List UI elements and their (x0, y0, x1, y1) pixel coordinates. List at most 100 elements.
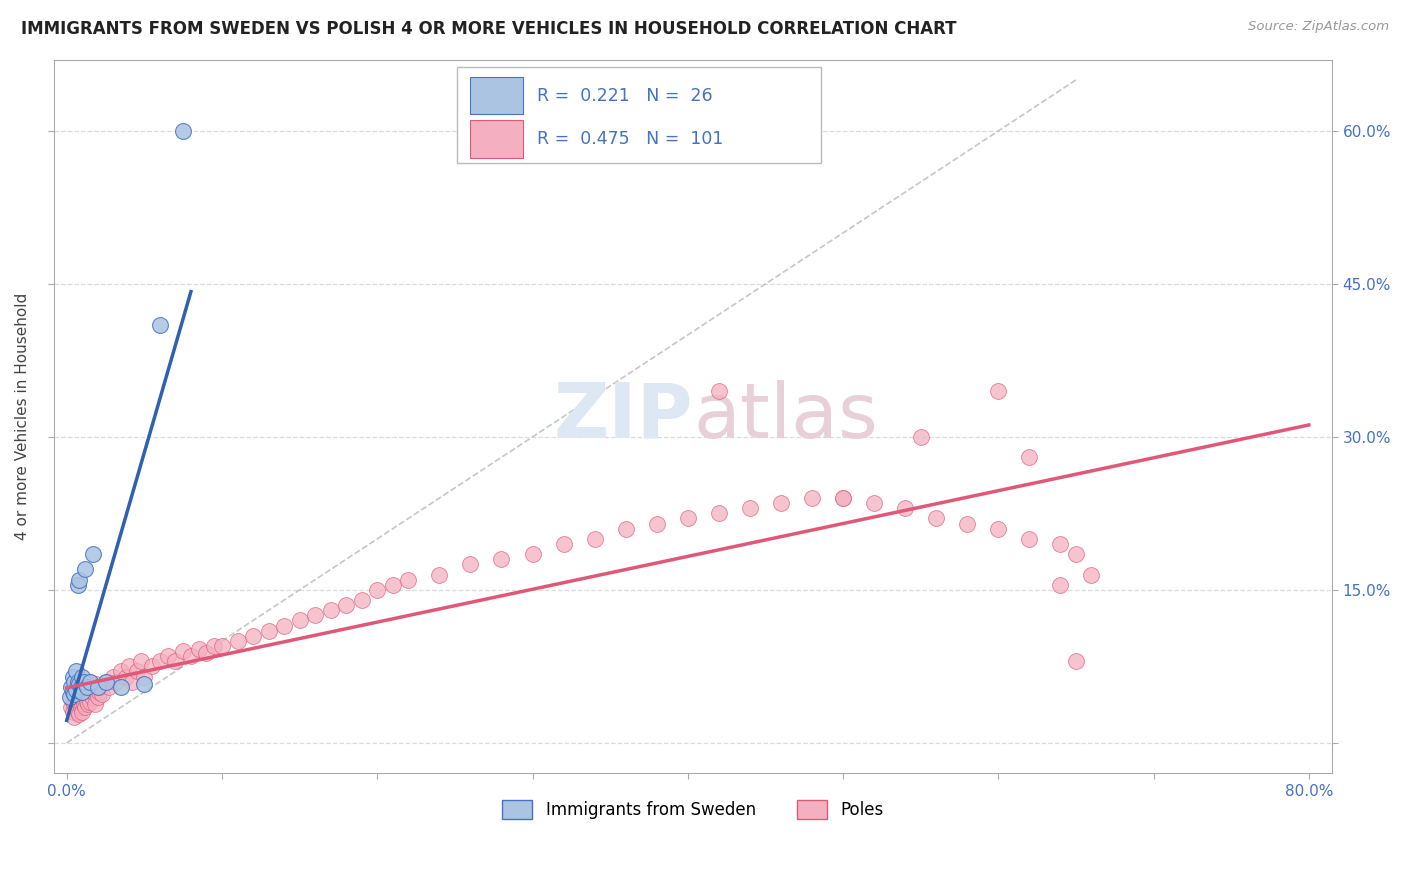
Point (63, 697, 86, 711)
Point (94, 674, 117, 689)
Point (65, 685, 87, 699)
Point (63, 710, 86, 724)
Point (676, 511, 699, 525)
Point (83, 697, 105, 711)
Point (956, 516, 979, 531)
Point (79, 674, 101, 689)
Point (134, 676, 156, 690)
Point (707, 507, 730, 521)
Point (172, 644, 194, 658)
Point (66, 697, 89, 711)
Point (103, 669, 125, 683)
Point (187, 642, 209, 657)
Text: R =  0.475   N =  101: R = 0.475 N = 101 (537, 130, 724, 148)
Point (67, 573, 90, 587)
Point (987, 384, 1010, 398)
Point (65, 700, 87, 714)
Point (79, 695, 101, 709)
Point (149, 654, 172, 668)
Point (1064, 547, 1087, 561)
Text: IMMIGRANTS FROM SWEDEN VS POLISH 4 OR MORE VEHICLES IN HOUSEHOLD CORRELATION CHA: IMMIGRANTS FROM SWEDEN VS POLISH 4 OR MO… (21, 20, 956, 37)
Point (66, 705, 89, 719)
Point (69, 680, 91, 694)
Point (1018, 450, 1040, 465)
Point (141, 659, 163, 673)
Point (350, 593, 373, 607)
Point (60, 680, 83, 694)
Point (91, 687, 114, 701)
Text: atlas: atlas (693, 379, 879, 453)
Point (149, 318, 172, 332)
Point (427, 567, 450, 582)
Point (69, 687, 91, 701)
Point (202, 639, 225, 653)
Point (1049, 578, 1071, 592)
Point (105, 674, 128, 689)
Point (366, 582, 388, 597)
Point (62, 669, 84, 683)
Point (63, 687, 86, 701)
Point (67, 680, 90, 694)
Point (121, 674, 143, 689)
Point (114, 669, 136, 683)
Point (1080, 567, 1102, 582)
Point (335, 598, 357, 612)
Legend: Immigrants from Sweden, Poles: Immigrants from Sweden, Poles (496, 794, 891, 826)
Point (62, 695, 84, 709)
Point (72, 669, 94, 683)
Point (832, 491, 855, 505)
Point (863, 496, 886, 510)
Point (72, 705, 94, 719)
Point (66, 680, 89, 694)
Point (67, 676, 90, 690)
Point (832, 491, 855, 505)
Point (195, 646, 218, 660)
Point (165, 654, 187, 668)
Point (226, 633, 249, 648)
Point (72, 685, 94, 699)
Point (63, 687, 86, 701)
FancyBboxPatch shape (457, 67, 821, 163)
Point (801, 491, 824, 505)
Point (66, 578, 89, 592)
Point (75, 700, 97, 714)
Point (925, 511, 948, 525)
Point (75, 562, 97, 576)
Point (80, 690, 103, 704)
Point (110, 665, 132, 679)
Text: Source: ZipAtlas.com: Source: ZipAtlas.com (1249, 20, 1389, 33)
Point (134, 669, 156, 683)
Point (67, 707, 90, 722)
Point (110, 680, 132, 694)
Point (87, 690, 110, 704)
Point (180, 649, 202, 664)
Point (583, 532, 606, 546)
Point (118, 659, 141, 673)
Point (522, 547, 544, 561)
Point (381, 578, 404, 592)
Point (62, 705, 84, 719)
Point (65, 682, 87, 697)
Point (82, 685, 104, 699)
Text: R =  0.221   N =  26: R = 0.221 N = 26 (537, 87, 713, 104)
Point (79, 674, 101, 689)
Point (89, 685, 111, 699)
Point (1049, 537, 1071, 551)
Point (59, 690, 82, 704)
Point (987, 522, 1010, 536)
Point (75, 687, 97, 701)
Point (76, 680, 98, 694)
Point (1018, 532, 1040, 546)
Point (491, 552, 513, 566)
Point (614, 522, 637, 536)
Point (69, 700, 91, 714)
Text: ZIP: ZIP (554, 379, 693, 453)
Point (72, 680, 94, 694)
Point (60, 700, 83, 714)
Point (910, 430, 932, 444)
Point (77, 697, 100, 711)
Point (645, 516, 668, 531)
Point (738, 501, 761, 516)
Point (87, 680, 110, 694)
Point (894, 501, 917, 516)
